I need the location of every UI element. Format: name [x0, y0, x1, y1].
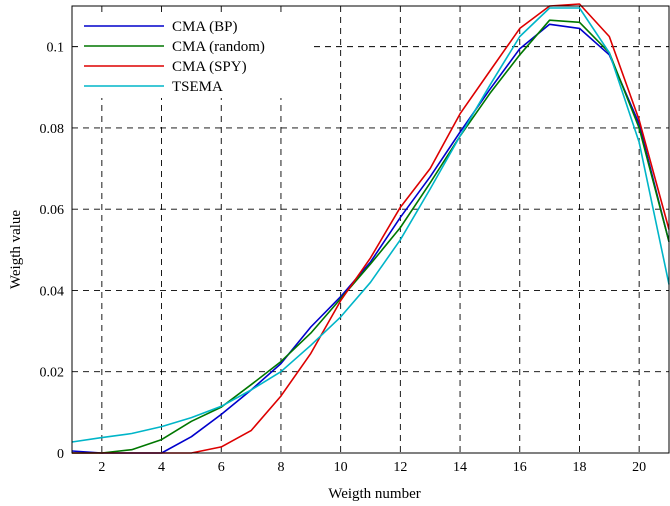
legend: CMA (BP) CMA (random) CMA (SPY) TSEMA [78, 12, 314, 98]
legend-label-tsema: TSEMA [172, 79, 223, 95]
plot-frame [71, 5, 670, 454]
x-tick-labels: 2 4 6 8 10 12 14 16 18 20 [98, 460, 646, 475]
grid [72, 6, 669, 453]
y-tick-label: 0.08 [40, 122, 65, 137]
y-tick-label: 0.1 [47, 41, 65, 56]
legend-label-cma-spy: CMA (SPY) [172, 59, 247, 75]
y-tick-labels: 0 0.02 0.04 0.06 0.08 0.1 [40, 41, 65, 462]
series-line-cma-random [72, 19, 670, 454]
y-tick-label: 0.02 [40, 366, 65, 381]
y-axis-label: Weigth value [8, 210, 24, 290]
x-tick-label: 10 [334, 460, 348, 475]
y-tick-label: 0 [57, 447, 64, 462]
y-tick-label: 0.06 [40, 203, 65, 218]
x-tick-label: 16 [513, 460, 527, 475]
x-tick-label: 12 [393, 460, 407, 475]
x-tick-label: 2 [98, 460, 105, 475]
x-axis-label: Weigth number [328, 486, 421, 502]
x-tick-label: 4 [158, 460, 165, 475]
x-tick-label: 8 [277, 460, 284, 475]
x-tick-label: 6 [218, 460, 225, 475]
legend-label-cma-random: CMA (random) [172, 39, 265, 55]
series-lines [71, 3, 670, 454]
series-line-cma-bp [71, 23, 670, 454]
legend-label-cma-bp: CMA (BP) [172, 19, 237, 35]
y-tick-label: 0.04 [40, 284, 65, 299]
x-tick-label: 14 [453, 460, 467, 475]
x-tick-label: 20 [632, 460, 646, 475]
series-line-tsema [71, 7, 670, 443]
x-tick-label: 18 [572, 460, 586, 475]
